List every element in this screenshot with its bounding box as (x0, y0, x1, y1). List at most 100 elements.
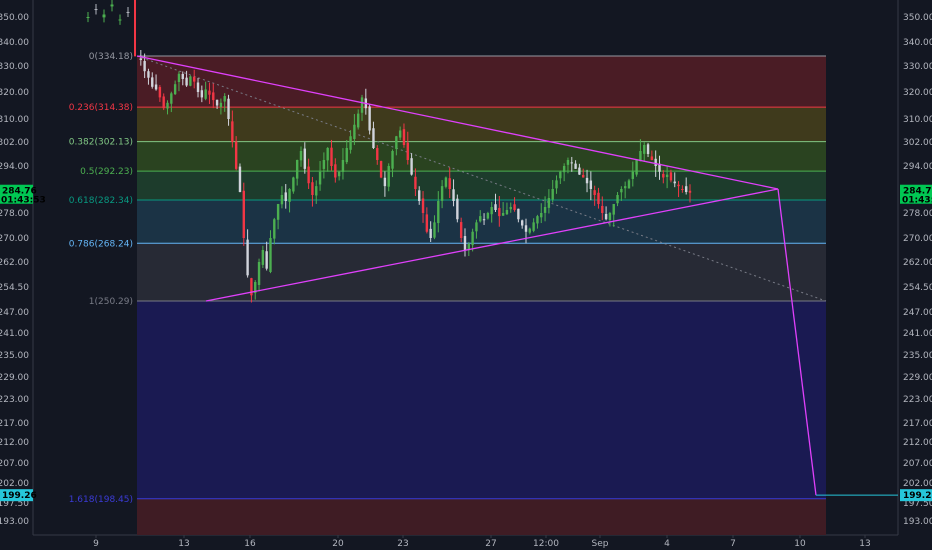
candle-body (688, 190, 692, 193)
candle-body (681, 188, 684, 190)
candle-body (418, 190, 421, 201)
candle-body (269, 238, 272, 272)
time-axis[interactable]: 9 13 16 20 23 27 12:00 Sep 4 7 10 13 (93, 535, 871, 549)
right-tick-label: 247.00 (903, 308, 932, 318)
candle-body (170, 93, 173, 104)
candle-body (368, 106, 371, 131)
candle-body (284, 192, 287, 201)
fib-label-0.236: 0.236(314.38) (69, 103, 133, 113)
candle-body (200, 90, 204, 98)
candle-body (551, 189, 554, 200)
drawings[interactable] (136, 55, 898, 496)
right-tick-label: 302.00 (903, 138, 932, 148)
candle-body (574, 163, 577, 169)
time-tick-label: 7 (730, 539, 736, 549)
candle-body (234, 141, 238, 169)
left-tick-label: 310.00 (0, 115, 29, 125)
candle-body (257, 262, 261, 285)
candle-body (318, 171, 322, 185)
candle-body (639, 151, 642, 162)
fib-retracement[interactable]: 0(334.18) 0.236(314.38) 0.382(302.13) 0.5(2… (69, 52, 827, 535)
time-tick-label: 12:00 (533, 539, 559, 549)
candle-body (276, 204, 280, 220)
candle-body (166, 102, 169, 109)
candle-body (501, 213, 505, 216)
candle-body (414, 176, 417, 189)
candle-body (589, 180, 593, 189)
fib-band-0.618 (137, 199, 826, 244)
candle-body (94, 9, 98, 11)
candle-body (219, 102, 223, 108)
candle-body (185, 77, 188, 86)
candle-body (665, 174, 669, 178)
fib-label-1.618: 1.618(198.45) (69, 495, 133, 505)
candle-body (261, 250, 265, 265)
candle-body (593, 190, 596, 195)
candle-body (227, 98, 230, 119)
candle-body (353, 124, 356, 140)
candle-body (330, 147, 333, 166)
candle-body (265, 251, 268, 269)
right-tick-label: 207.00 (903, 459, 932, 469)
candle-body (684, 186, 688, 192)
candle-body (475, 222, 478, 232)
left-tick-label: 278.00 (0, 209, 29, 219)
candle-body (223, 96, 226, 102)
candle-body (650, 156, 654, 160)
left-tick-label: 217.00 (0, 419, 29, 429)
candle-body (311, 182, 314, 195)
candle-body (383, 177, 387, 187)
fib-trendline (136, 55, 827, 302)
right-price-axis[interactable]: 350.00 340.00 330.00 320.00 310.00 302.00 294.… (903, 13, 932, 527)
left-tick-label: 229.00 (0, 373, 29, 383)
right-tick-label: 223.00 (903, 395, 932, 405)
right-tick-label: 340.00 (903, 38, 932, 48)
right-tick-label: 294.00 (903, 162, 932, 172)
time-tick-label: 13 (859, 539, 870, 549)
left-tick-label: 197.50 (0, 499, 29, 509)
left-tick-label: 223.00 (0, 395, 29, 405)
candle-body (437, 201, 440, 224)
right-tick-label: 278.00 (903, 209, 932, 219)
candle-body (623, 186, 627, 189)
candle-body (532, 222, 535, 231)
candle-body (543, 207, 547, 213)
last-price-value-right: 284.76 (903, 187, 932, 197)
right-tick-label: 320.00 (903, 88, 932, 98)
candle-body (467, 244, 470, 251)
right-tick-label: 350.00 (903, 13, 932, 23)
right-tick-label: 254.50 (903, 283, 932, 293)
candle-body (398, 130, 402, 138)
candle-body (204, 89, 207, 99)
candle-body (490, 207, 493, 215)
candle-body (387, 166, 390, 187)
left-tick-label: 350.00 (0, 13, 29, 23)
fib-band-0.382 (137, 141, 826, 172)
countdown-left: 01:43:53 (1, 196, 46, 206)
candle-body (158, 87, 162, 98)
candle-body (627, 180, 631, 189)
candle-body (658, 163, 661, 172)
projection-value-left: 199.26 (2, 491, 37, 501)
candle-body (555, 180, 558, 189)
candle-body (208, 90, 211, 95)
candle-body (303, 148, 307, 169)
right-tick-label: 229.00 (903, 373, 932, 383)
candle-body (608, 213, 612, 220)
candle-body (315, 186, 318, 196)
candle-body (345, 148, 348, 163)
candle-body (126, 11, 130, 13)
candle-body (433, 222, 436, 238)
left-tick-label: 302.00 (0, 138, 29, 148)
candle-body (631, 171, 634, 179)
candle-body (110, 4, 114, 7)
candle-body (459, 222, 463, 238)
candle-body (520, 220, 524, 226)
right-tick-label: 202.00 (903, 479, 932, 489)
left-tick-label: 340.00 (0, 38, 29, 48)
fib-label-0: 0(334.18) (89, 52, 133, 62)
candle-body (452, 189, 455, 201)
candle-body (299, 151, 303, 161)
candle-body (238, 166, 242, 192)
